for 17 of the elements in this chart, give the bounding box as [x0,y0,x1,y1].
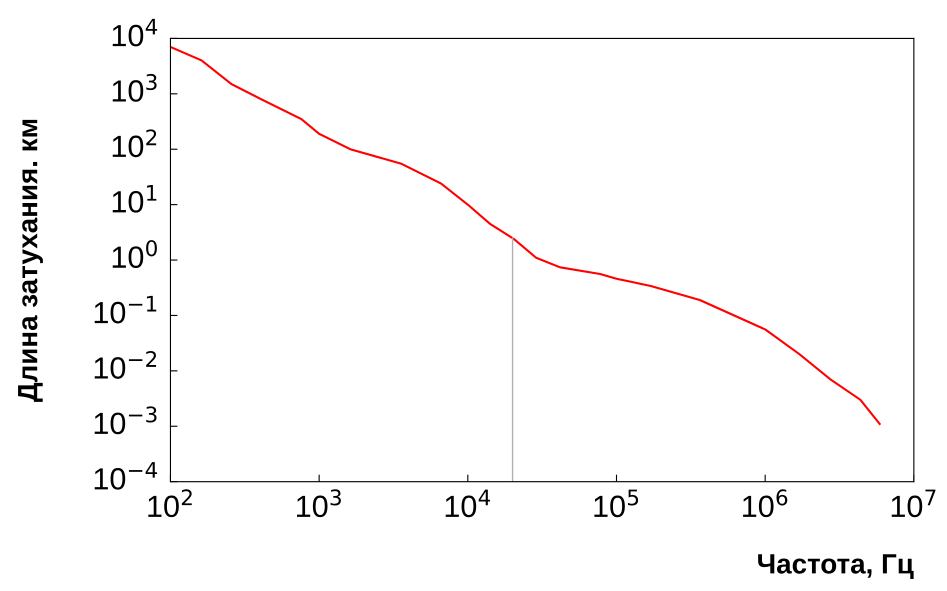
x-tick-label: 10$^{6}$ [743,489,788,518]
y-tick-label: 10$^{4}$ [112,18,158,46]
y-tick-label: 10$^{−1}$ [94,296,156,324]
x-axis-title: Частота, Гц [758,554,914,579]
y-tick-label: 10$^{−4}$ [94,462,157,490]
x-tick-label: 10$^{7}$ [892,490,936,518]
x-tick-label: 10$^{3}$ [297,489,341,518]
y-tick-label: 10$^{−2}$ [94,350,156,379]
x-tick-label: 10$^{4}$ [446,490,490,518]
x-tick-label: 10$^{5}$ [594,490,638,518]
y-tick-label: 10$^{0}$ [112,240,157,268]
y-tick-label: 10$^{3}$ [112,74,157,102]
y-tick-label: 10$^{1}$ [112,185,156,213]
x-tick-label: 10$^{2}$ [148,489,192,518]
y-tick-label: 10$^{−3}$ [94,406,156,434]
y-tick-label: 10$^{2}$ [112,129,156,158]
y-axis-title: Длина затухания. км [18,120,43,402]
